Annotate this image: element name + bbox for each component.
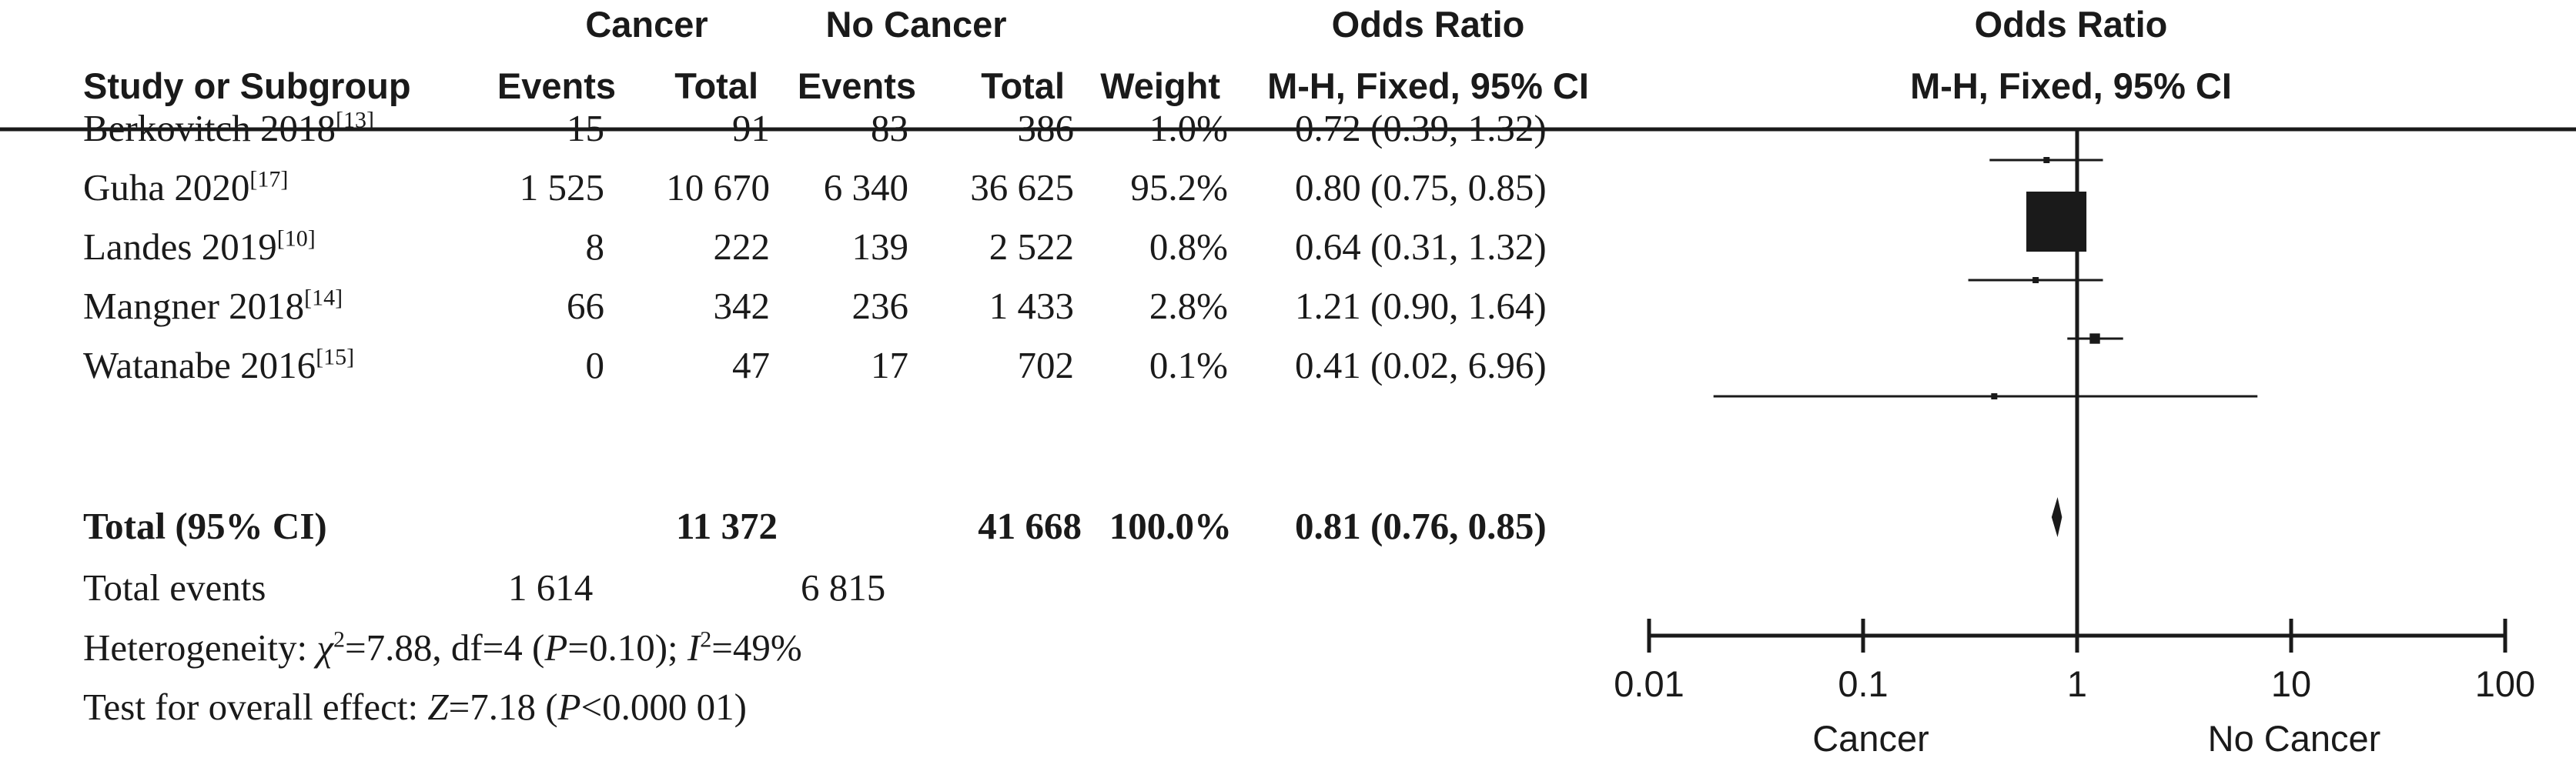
study-ref: [17] [249, 166, 289, 192]
total1-cell: 342 [713, 285, 771, 327]
total2-header: Total [981, 65, 1065, 106]
study-name: Landes 2019[10] [83, 225, 316, 268]
total1-cell: 10 670 [666, 166, 770, 209]
study-name: Watanabe 2016[15] [83, 344, 355, 386]
total2-cell: 41 668 [978, 505, 1082, 547]
study-point [2026, 191, 2087, 252]
total1-cell: 222 [713, 225, 771, 268]
or-header: Odds Ratio [1331, 4, 1525, 45]
events1-cell: 8 [585, 225, 605, 268]
total-events1: 1 614 [508, 566, 594, 609]
study-header: Study or Subgroup [83, 65, 411, 106]
plot-layer: 0.01 0.1 1 10 100 [1614, 129, 2535, 704]
total-weight-cell: 100.0% [1109, 505, 1232, 547]
weight-cell: 2.8% [1149, 285, 1228, 327]
study-ref: [15] [316, 344, 355, 370]
events2-header: Events [797, 65, 916, 106]
group1-header: Cancer [585, 4, 708, 45]
study-name: Mangner 2018[14] [83, 285, 343, 327]
total-ci-cell: 0.81 (0.76, 0.85) [1295, 505, 1547, 547]
study-point [2043, 157, 2050, 163]
total-events-label: Total events [83, 566, 266, 609]
events2-cell: 6 340 [823, 166, 908, 209]
ci-cell: 0.64 (0.31, 1.32) [1295, 225, 1547, 268]
or-subheader: M-H, Fixed, 95% CI [1267, 65, 1589, 106]
x-tick-label: 10 [2271, 663, 2311, 704]
weight-header: Weight [1100, 65, 1220, 106]
plot-header: Odds Ratio [1974, 4, 2168, 45]
study-point [2089, 333, 2100, 344]
total2-cell: 702 [1017, 344, 1075, 386]
events2-cell: 236 [851, 285, 909, 327]
total-label: Total (95% CI) [83, 505, 327, 547]
left-side-label: Cancer [1812, 718, 1929, 759]
events1-cell: 1 525 [519, 166, 604, 209]
plot-subheader: M-H, Fixed, 95% CI [1910, 65, 2232, 106]
study-point [1991, 393, 1998, 399]
ci-cell: 1.21 (0.90, 1.64) [1295, 285, 1547, 327]
events2-cell: 17 [871, 344, 908, 386]
study-point [2032, 277, 2039, 283]
weight-cell: 95.2% [1130, 166, 1228, 209]
total1-cell: 47 [732, 344, 770, 386]
x-tick-label: 100 [2475, 663, 2535, 704]
ci-cell: 0.41 (0.02, 6.96) [1295, 344, 1547, 386]
events1-cell: 66 [567, 285, 604, 327]
study-ref: [10] [276, 225, 316, 252]
events2-cell: 139 [851, 225, 909, 268]
x-tick-label: 0.01 [1614, 663, 1684, 704]
x-tick-label: 1 [2067, 663, 2087, 704]
ci-cell: 0.80 (0.75, 0.85) [1295, 166, 1547, 209]
overall-effect-line: Test for overall effect: Z=7.18 (P<0.000… [83, 686, 747, 728]
study-ref: [14] [304, 285, 343, 311]
x-tick-label: 0.1 [1838, 663, 1888, 704]
weight-cell: 0.8% [1149, 225, 1228, 268]
right-side-label: No Cancer [2207, 718, 2381, 759]
total-events2: 6 815 [801, 566, 886, 609]
total2-cell: 2 522 [989, 225, 1074, 268]
weight-cell: 0.1% [1149, 344, 1228, 386]
total2-cell: 1 433 [989, 285, 1074, 327]
total-diamond [2051, 497, 2062, 537]
group2-header: No Cancer [825, 4, 1007, 45]
events1-cell: 0 [585, 344, 605, 386]
total1-header: Total [674, 65, 758, 106]
heterogeneity-line: Heterogeneity: χ2=7.88, df=4 (P=0.10); I… [83, 626, 802, 669]
total1-cell: 11 372 [675, 505, 778, 547]
total2-cell: 36 625 [970, 166, 1074, 209]
events1-header: Events [497, 65, 616, 106]
study-name: Guha 2020[17] [83, 166, 289, 209]
